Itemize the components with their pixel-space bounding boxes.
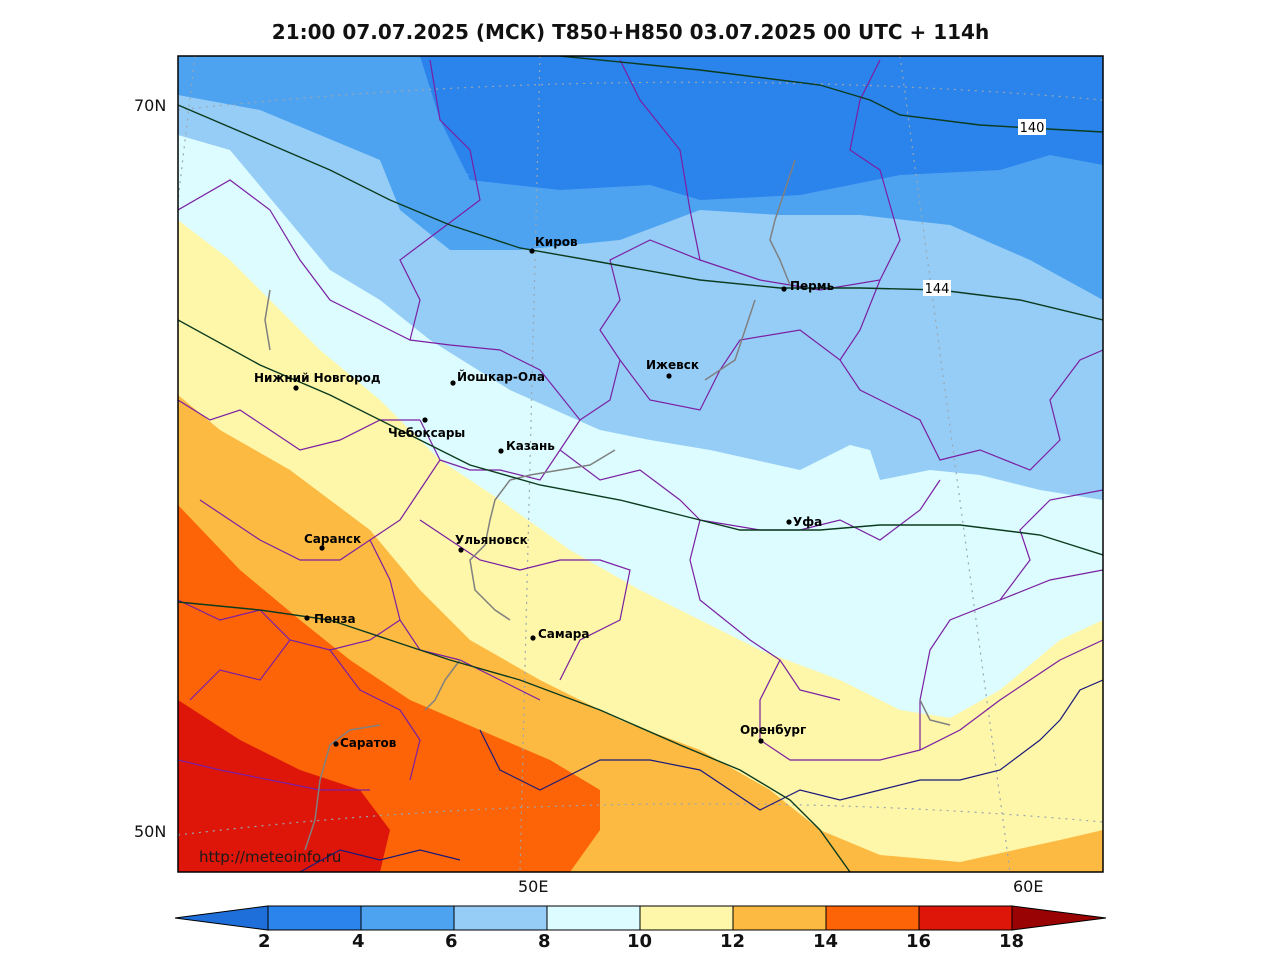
colorbar-tick: 12 xyxy=(720,931,746,952)
city-label: Ижевск xyxy=(646,358,699,372)
city-label: Ульяновск xyxy=(455,533,528,547)
city-markers: Киров Пермь Нижний Новгород Йошкар-Ола И… xyxy=(254,235,835,750)
svg-text:144: 144 xyxy=(925,282,950,297)
city-label: Нижний Новгород xyxy=(254,371,381,385)
lon-label-50e: 50E xyxy=(518,877,549,896)
temperature-field xyxy=(178,56,1103,872)
lon-label-60e: 60E xyxy=(1013,877,1044,896)
city-label: Казань xyxy=(506,439,555,453)
map-frame xyxy=(177,55,1104,873)
contour-label-140: 140 xyxy=(1018,119,1046,136)
map-title: 21:00 07.07.2025 (МСК) T850+H850 03.07.2… xyxy=(271,20,990,44)
colorbar-tick: 2 xyxy=(258,931,271,952)
colorbar xyxy=(174,905,1107,931)
colorbar-tick: 10 xyxy=(627,931,653,952)
colorbar-tick: 14 xyxy=(813,931,839,952)
national-border xyxy=(299,679,1103,872)
colorbar-tick: 8 xyxy=(538,931,551,952)
city-label: Саратов xyxy=(340,736,397,750)
colorbar-tick: 16 xyxy=(906,931,932,952)
city-label: Чебоксары xyxy=(388,426,465,440)
watermark-url: http://meteoinfo.ru xyxy=(199,848,341,866)
colorbar-tick: 6 xyxy=(445,931,458,952)
city-label: Оренбург xyxy=(740,723,806,737)
city-label: Пермь xyxy=(790,279,835,293)
city-label: Саранск xyxy=(304,532,361,546)
colorbar-tick: 4 xyxy=(352,931,365,952)
city-label: Самара xyxy=(538,627,590,641)
region-borders xyxy=(178,59,1103,791)
city-label: Уфа xyxy=(793,515,822,529)
lat-label-70n: 70N xyxy=(134,96,167,115)
city-label: Киров xyxy=(535,235,578,249)
contour-label-144: 144 xyxy=(923,280,951,297)
colorbar-tick: 18 xyxy=(999,931,1025,952)
svg-text:140: 140 xyxy=(1020,121,1045,136)
city-label: Пенза xyxy=(314,612,356,626)
graticule xyxy=(178,56,1103,872)
rivers xyxy=(264,159,951,851)
lat-label-50n: 50N xyxy=(134,822,167,841)
city-label: Йошкар-Ола xyxy=(457,369,545,384)
